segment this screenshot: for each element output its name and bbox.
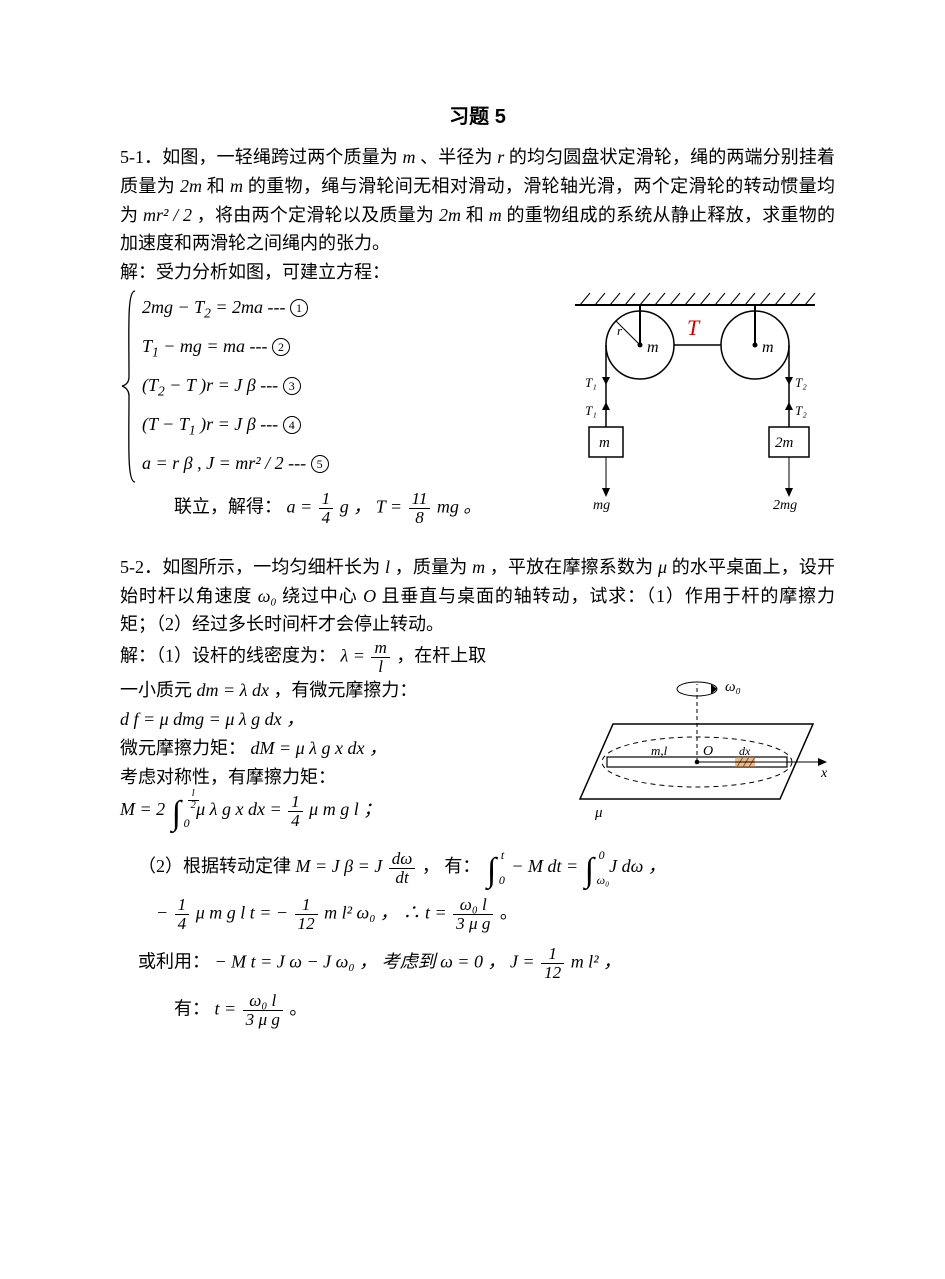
svg-text:T₂: T₂ [795, 375, 807, 390]
solution-label-1: 解：受力分析如图，可建立方程： [120, 258, 835, 287]
problem-5-1-text: 5-1．如图，一轻绳跨过两个质量为 m 、半径为 r 的均匀圆盘状定滑轮，绳的两… [120, 143, 835, 258]
page-title: 习题 5 [120, 100, 835, 129]
integral-icon: ∫ l2 0 [172, 791, 190, 831]
svg-text:m: m [647, 339, 659, 356]
svg-text:m: m [599, 435, 610, 451]
svg-text:O: O [703, 744, 713, 759]
svg-text:dx: dx [739, 744, 751, 758]
svg-text:x: x [820, 766, 828, 781]
svg-text:T: T [687, 315, 701, 340]
integral-icon: ∫ t 0 [487, 848, 505, 888]
solution-2-row: 解：（1）设杆的线密度为： λ = ml ，在杆上取 一小质元 dm = λ d… [120, 639, 835, 844]
figure-pulley: r m m T T₁ T₁ T₂ T₂ [555, 287, 835, 522]
svg-text:T₂: T₂ [795, 403, 807, 418]
svg-text:m,l: m,l [651, 743, 668, 758]
solution-1-row: 2mg − T2 = 2ma --- 1 T1 − mg = ma --- 2 … [120, 287, 835, 527]
svg-text:2mg: 2mg [773, 498, 797, 513]
svg-text:mg: mg [593, 498, 610, 513]
prob-number: 5-2． [120, 557, 162, 577]
combine-result: 联立，解得： a = 14 g ， T = 118 mg 。 [120, 490, 545, 527]
svg-text:2m: 2m [775, 435, 794, 451]
svg-text:r: r [617, 323, 623, 338]
svg-text:ω₀: ω₀ [725, 679, 741, 695]
prob-number: 5-1． [120, 147, 162, 167]
svg-text:T₁: T₁ [585, 375, 597, 390]
integral-icon: ∫ 0 ω₀ [585, 848, 603, 888]
figure-rod: dx O m,l ω₀ x μ [555, 669, 835, 844]
svg-text:T₁: T₁ [585, 403, 597, 418]
svg-text:m: m [762, 339, 774, 356]
left-brace [120, 289, 138, 484]
equation-system-1: 2mg − T2 = 2ma --- 1 T1 − mg = ma --- 2 … [120, 287, 545, 527]
page: 习题 5 5-1．如图，一轻绳跨过两个质量为 m 、半径为 r 的均匀圆盘状定滑… [0, 0, 945, 1279]
problem-5-2-text: 5-2．如图所示，一均匀细杆长为 l ，质量为 m ，平放在摩擦系数为 μ 的水… [120, 553, 835, 639]
svg-text:μ: μ [594, 805, 603, 821]
